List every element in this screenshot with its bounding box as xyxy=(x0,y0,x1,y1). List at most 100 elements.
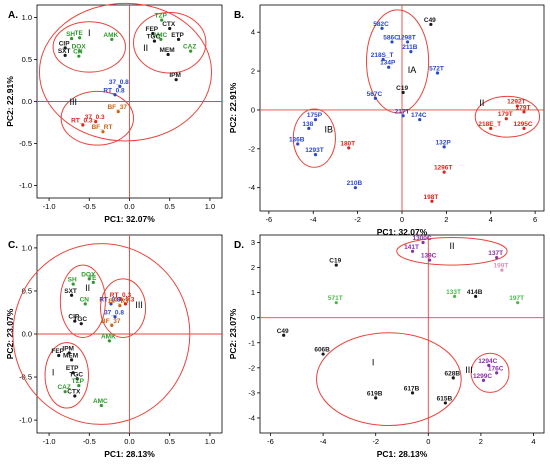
data-point-label: 136B xyxy=(289,136,305,143)
x-axis-title: PC1: 28.13% xyxy=(104,449,155,459)
data-point xyxy=(166,52,170,57)
cluster-ellipse xyxy=(292,108,336,168)
data-point-label: 1296T xyxy=(434,165,452,172)
data-point-label: BF_RT xyxy=(108,298,129,305)
data-point xyxy=(442,145,446,149)
data-point xyxy=(118,303,122,308)
data-point xyxy=(99,403,103,408)
data-point-label: 138 xyxy=(302,121,313,128)
data-point xyxy=(495,255,499,260)
data-point-label: 1299C xyxy=(473,373,492,380)
y-axis-title: PC2: 23.07% xyxy=(5,308,15,359)
data-point-label: 179T xyxy=(498,111,513,118)
cluster-ellipse xyxy=(474,95,541,138)
data-point xyxy=(516,301,520,305)
data-point xyxy=(430,199,434,203)
data-point xyxy=(78,36,82,40)
data-point xyxy=(353,186,358,190)
cluster-ellipse xyxy=(396,237,508,266)
y-tick-label: 2 xyxy=(251,263,255,272)
data-point xyxy=(428,258,432,262)
data-point xyxy=(113,315,117,319)
data-point xyxy=(160,18,164,22)
cluster-label: IB xyxy=(325,124,334,134)
data-point xyxy=(380,26,384,30)
data-point-label: ETP xyxy=(66,365,79,372)
data-point xyxy=(118,84,122,88)
data-point xyxy=(373,96,377,100)
data-point-label: TGC xyxy=(73,316,87,323)
data-point xyxy=(107,339,111,343)
y-tick-label: -2 xyxy=(248,144,255,153)
data-point-label: 139C xyxy=(421,253,437,260)
data-point-label: 174C xyxy=(411,112,427,119)
data-point-label: TE xyxy=(88,275,97,282)
data-point xyxy=(374,396,378,400)
data-point xyxy=(410,391,415,395)
data-point xyxy=(79,322,83,326)
data-point xyxy=(109,302,113,306)
cluster-ellipse xyxy=(366,9,430,114)
data-point-label: AMK xyxy=(103,32,118,39)
data-point-label: CTX xyxy=(67,388,81,395)
x-tick-label: -4 xyxy=(320,437,327,446)
cluster-label: I xyxy=(88,28,91,38)
panel-letter: B. xyxy=(234,10,244,21)
data-point xyxy=(81,123,85,127)
x-axis-title: PC1: 32.07% xyxy=(377,227,428,237)
data-point xyxy=(69,358,74,362)
data-point-label: 1292T xyxy=(507,99,525,106)
data-point-label: CAZ xyxy=(183,44,196,51)
data-point xyxy=(487,363,491,367)
data-point xyxy=(69,293,74,297)
data-point-label: 628B xyxy=(445,370,461,377)
data-point-label: 582C xyxy=(373,21,389,28)
data-point xyxy=(73,394,77,398)
data-point xyxy=(71,371,75,375)
data-point xyxy=(435,71,440,75)
data-point-label: 211B xyxy=(402,44,417,51)
data-point-label: 37_0.3 xyxy=(85,114,105,121)
data-point-label: IPM xyxy=(62,345,74,352)
x-tick-label: 1.0 xyxy=(205,202,215,211)
data-point-label: TE xyxy=(74,30,83,37)
data-point xyxy=(296,142,300,146)
data-point xyxy=(116,109,120,114)
x-tick-label: 2 xyxy=(444,215,448,224)
data-point xyxy=(83,302,87,306)
data-point-label: 137T xyxy=(488,250,503,257)
data-point xyxy=(63,53,67,57)
data-point-label: C19 xyxy=(396,85,408,92)
data-point-label: TGC xyxy=(147,34,161,41)
data-point-label: SH xyxy=(66,31,75,38)
data-point xyxy=(334,263,338,267)
data-point-label: 1295C xyxy=(513,121,532,128)
x-tick-label: -4 xyxy=(310,215,317,224)
data-point-label: 197T xyxy=(509,295,524,302)
cluster-ellipse xyxy=(38,2,213,142)
data-point xyxy=(87,277,91,281)
x-tick-label: 0 xyxy=(400,215,404,224)
data-point xyxy=(91,280,95,284)
data-point-label: 1300C xyxy=(412,235,431,242)
data-point xyxy=(168,26,172,31)
data-point-label: DOX xyxy=(81,271,96,278)
data-point xyxy=(390,40,394,44)
data-point xyxy=(71,282,75,286)
chart-panel-1: -1.0 -0.5 0.0 0.5 1.0 -1.0 -0.5 0.0 0.5 1.0 PC1: 3… xyxy=(5,2,223,224)
y-axis-title: PC2: 22.91% xyxy=(5,76,15,127)
data-point xyxy=(77,54,81,58)
y-axis-title: PC2: 23.07% xyxy=(228,308,238,359)
data-point xyxy=(347,146,351,150)
data-point-label: 617B xyxy=(404,385,420,392)
data-point xyxy=(119,297,124,302)
y-tick-label: -2 xyxy=(248,363,255,372)
y-tick-label: -1.0 xyxy=(19,181,32,190)
y-tick-label: -4 xyxy=(248,413,255,422)
data-point xyxy=(152,39,157,43)
y-tick-label: -1 xyxy=(248,338,255,347)
data-point xyxy=(307,126,311,131)
data-point xyxy=(443,401,447,405)
data-point-label: C19 xyxy=(329,258,341,265)
data-point-label: AMK xyxy=(101,333,116,340)
